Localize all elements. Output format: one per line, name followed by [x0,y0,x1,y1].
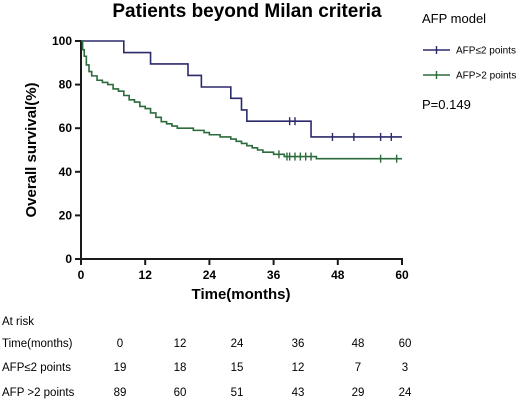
legend-label: AFP>2 points [456,71,516,82]
x-ticks: 0 12 24 36 48 60 [78,259,409,282]
legend-title: AFP model [422,11,486,26]
risk-cell: 0 [117,338,123,350]
risk-row-label: AFP≤2 points [2,362,71,374]
y-tick-label: 40 [59,165,73,179]
x-tick-label: 12 [139,268,153,282]
risk-table-title: At risk [2,316,34,328]
legend: AFP model AFP≤2 points AFP>2 points [422,11,516,82]
risk-cell: 7 [355,362,361,374]
risk-cell: 12 [292,362,305,374]
y-tick-label: 20 [59,208,73,222]
risk-cell: 15 [231,362,244,374]
series-layer [81,40,402,163]
p-value-annotation: P=0.149 [422,97,471,112]
risk-cell: 48 [352,338,365,350]
risk-cell: 12 [174,338,187,350]
risk-cell: 43 [292,387,305,399]
risk-cell: 36 [292,338,305,350]
risk-cell: 89 [114,387,127,399]
x-axis-label: Time(months) [192,286,291,303]
x-tick-label: 0 [78,268,85,282]
y-tick-label: 80 [59,78,73,92]
y-tick-label: 100 [52,34,72,48]
risk-row-label: AFP >2 points [2,387,75,399]
risk-cell: 24 [399,387,412,399]
risk-cell: 29 [352,387,365,399]
legend-label: AFP≤2 points [456,46,516,57]
chart-title: Patients beyond Milan criteria [112,1,382,22]
survival-curve-series-1 [81,40,402,138]
x-tick-label: 36 [267,268,281,282]
risk-cell: 18 [174,362,187,374]
y-tick-label: 0 [65,252,72,266]
y-axis-label: Overall survival(%) [23,82,40,217]
survival-curve-series-2 [81,40,402,160]
risk-cell: 24 [231,338,244,350]
x-tick-label: 24 [203,268,217,282]
risk-table: At risk Time(months) 0 12 24 36 48 60 AFP≤2 poi… [2,316,412,399]
x-tick-label: 48 [331,268,345,282]
risk-cell: 51 [231,387,244,399]
risk-cell: 19 [114,362,127,374]
y-ticks: 0 20 40 60 80 100 [52,34,81,266]
risk-cell: 60 [399,338,412,350]
risk-row-label: Time(months) [2,338,73,350]
risk-cell: 3 [402,362,408,374]
x-tick-label: 60 [395,268,409,282]
risk-cell: 60 [174,387,187,399]
y-tick-label: 60 [59,121,73,135]
